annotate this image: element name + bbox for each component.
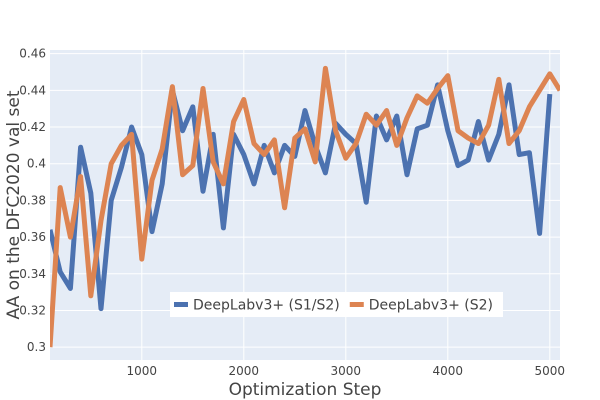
series-layer bbox=[50, 65, 560, 348]
x-tick-label: 5000 bbox=[535, 364, 566, 378]
y-tick-label: 0.4 bbox=[27, 157, 46, 171]
y-tick-label: 0.36 bbox=[19, 230, 46, 244]
x-tick-label: 4000 bbox=[433, 364, 464, 378]
y-axis-title: AA on the DFC2020 val set bbox=[4, 90, 24, 319]
x-tick-label: 3000 bbox=[331, 364, 362, 378]
legend-item[interactable]: DeepLabv3+ (S2) bbox=[349, 298, 493, 314]
y-tick-label: 0.32 bbox=[19, 303, 46, 317]
legend-box bbox=[170, 292, 504, 317]
legend-label: DeepLabv3+ (S2) bbox=[369, 298, 493, 314]
y-tick-label: 0.38 bbox=[19, 193, 46, 207]
x-tick-label: 2000 bbox=[229, 364, 260, 378]
legend-item[interactable]: DeepLabv3+ (S1/S2) bbox=[174, 298, 340, 314]
y-tick-label: 0.3 bbox=[27, 340, 46, 354]
y-tick-label: 0.34 bbox=[19, 267, 46, 281]
series-line-2 bbox=[50, 65, 560, 348]
legend[interactable]: DeepLabv3+ (S1/S2) DeepLabv3+ (S2) bbox=[170, 292, 504, 317]
x-tick-label: 1000 bbox=[127, 364, 158, 378]
y-tick-label: 0.44 bbox=[19, 83, 46, 97]
x-axis-title: Optimization Step bbox=[229, 380, 382, 400]
tick-labels: 0.3 0.32 0.34 0.36 0.38 0.4 0.42 0.44 0.46 1000 20… bbox=[19, 47, 565, 378]
legend-label: DeepLabv3+ (S1/S2) bbox=[193, 298, 340, 314]
y-tick-label: 0.46 bbox=[19, 47, 46, 61]
y-tick-label: 0.42 bbox=[19, 120, 46, 134]
